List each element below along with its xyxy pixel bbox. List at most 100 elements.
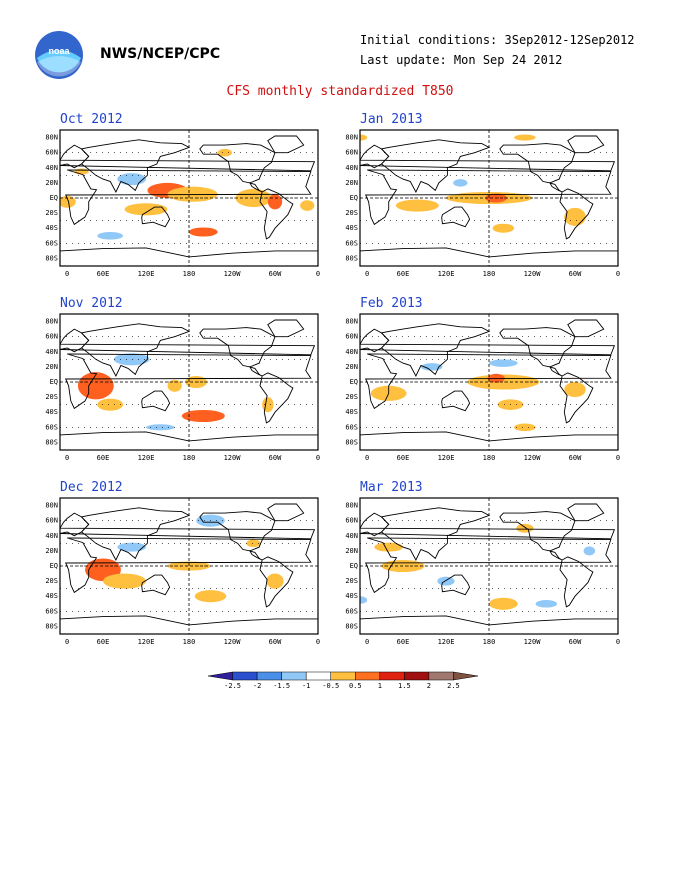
colorbar-swatch xyxy=(232,671,258,681)
noaa-logo: noaa xyxy=(34,30,84,80)
lon-label: 60E xyxy=(397,454,410,462)
lat-label: 40S xyxy=(345,592,358,600)
colorbar-label: -1.5 xyxy=(273,682,290,690)
anomaly-patch xyxy=(124,203,168,216)
lat-label: EQ xyxy=(350,562,358,570)
lon-label: 0 xyxy=(65,454,69,462)
coastline xyxy=(499,511,576,552)
anomaly-patch xyxy=(489,359,518,367)
coastline xyxy=(248,366,263,377)
lat-label: 80N xyxy=(345,318,358,326)
coastline xyxy=(65,169,312,226)
colorbar-swatch xyxy=(330,671,356,681)
lat-label: EQ xyxy=(350,194,358,202)
lat-label: 80N xyxy=(345,502,358,510)
colorbar-swatch xyxy=(428,671,454,681)
anomaly-patch xyxy=(117,173,146,186)
anomaly-patch xyxy=(453,179,468,187)
coastline xyxy=(360,144,616,172)
lat-label: EQ xyxy=(50,194,58,202)
coastline xyxy=(380,507,491,561)
grid-layer xyxy=(60,130,318,266)
map-nov: 80N 60N 40N 20N EQ 20S 40S 60S 80S 0 60E 120E 180 120… xyxy=(45,313,320,462)
panel-dec-2012: Dec 2012 80N 60N 40N 20N EQ 20S 40S 60S 80S 0 60E 1… xyxy=(45,480,350,650)
lat-label: 80S xyxy=(345,622,358,630)
last-update: Last update: Mon Sep 24 2012 xyxy=(360,53,563,67)
lat-label: 80N xyxy=(45,318,58,326)
colorbar-label: -1 xyxy=(302,682,310,690)
coastline xyxy=(559,556,594,608)
lat-label: 80S xyxy=(345,254,358,262)
colorbar-swatch xyxy=(281,671,307,681)
coastline xyxy=(360,328,616,356)
coastline xyxy=(441,206,471,228)
lat-label: EQ xyxy=(50,378,58,386)
coastline xyxy=(65,537,312,594)
panel-title: Oct 2012 xyxy=(60,112,123,127)
anomaly-layer xyxy=(360,523,596,610)
colorbar-svg: -2.5 -2 -1.5 -1 -0.5 0.5 1 1.5 2 2.5 xyxy=(207,671,479,690)
lon-label: 180 xyxy=(183,454,196,462)
coastline-layer xyxy=(360,503,618,626)
coastline xyxy=(60,328,316,356)
colorbar-swatch xyxy=(355,671,381,681)
coastline xyxy=(548,550,563,561)
panel-title: Nov 2012 xyxy=(60,296,123,311)
map-dec: 80N 60N 40N 20N EQ 20S 40S 60S 80S 0 60E 120E 180 120… xyxy=(45,497,320,646)
lon-label: 0 xyxy=(365,454,369,462)
lon-label: 120E xyxy=(138,454,155,462)
coastline xyxy=(80,507,191,561)
grid-layer xyxy=(360,314,618,450)
anomaly-patch xyxy=(564,382,586,398)
lon-label: 60W xyxy=(569,454,582,462)
anomaly-patch xyxy=(117,542,146,552)
map-frame xyxy=(359,129,619,267)
coastline xyxy=(199,327,276,368)
coastline-layer xyxy=(360,319,618,442)
colorbar-swatch xyxy=(404,671,430,681)
lon-label: 120W xyxy=(524,638,542,646)
lon-label: 60W xyxy=(569,638,582,646)
lon-label: 0 xyxy=(316,638,320,646)
anomaly-layer xyxy=(360,134,586,233)
panel-mar-2013: Mar 2013 80N 60N 40N 20N EQ 20S 40S 60S 80S 0 60E 1… xyxy=(345,480,650,650)
lon-label: 60E xyxy=(97,270,110,278)
org-name: NWS/NCEP/CPC xyxy=(100,46,221,62)
lat-label: 20S xyxy=(45,393,58,401)
coastline xyxy=(60,144,316,172)
lon-label: 120W xyxy=(524,454,542,462)
panel-title: Dec 2012 xyxy=(60,480,123,495)
coastline-layer xyxy=(60,135,318,258)
coastline xyxy=(441,574,471,596)
coastline xyxy=(267,319,305,338)
coastline xyxy=(567,319,605,338)
coastline xyxy=(567,503,605,522)
anomaly-patch xyxy=(181,409,225,423)
anomaly-patch xyxy=(146,424,175,431)
lon-label: 180 xyxy=(183,270,196,278)
coastline xyxy=(199,511,276,552)
coastline xyxy=(259,188,294,240)
anomaly-layer xyxy=(370,359,586,432)
lon-label: 120W xyxy=(524,270,542,278)
anomaly-patch xyxy=(583,546,596,556)
lat-label: 60S xyxy=(345,607,358,615)
lat-label: 20N xyxy=(345,547,358,555)
lat-label: 80S xyxy=(45,438,58,446)
colorbar-label: 1.5 xyxy=(398,682,411,690)
anomaly-patch xyxy=(77,372,114,400)
colorbar-label: 2 xyxy=(427,682,431,690)
anomaly-patch xyxy=(360,134,368,141)
lat-label: 60N xyxy=(45,149,58,157)
anomaly-patch xyxy=(514,134,536,141)
coastline xyxy=(259,372,294,424)
lon-label: 120E xyxy=(138,270,155,278)
lon-label: 60W xyxy=(269,270,282,278)
anomaly-patch xyxy=(489,597,518,610)
lon-label: 180 xyxy=(483,454,496,462)
lat-label: 80N xyxy=(45,502,58,510)
anomaly-patch xyxy=(74,168,89,175)
lat-label: 60N xyxy=(45,517,58,525)
lat-label: 40N xyxy=(345,348,358,356)
anomaly-patch xyxy=(395,199,439,212)
